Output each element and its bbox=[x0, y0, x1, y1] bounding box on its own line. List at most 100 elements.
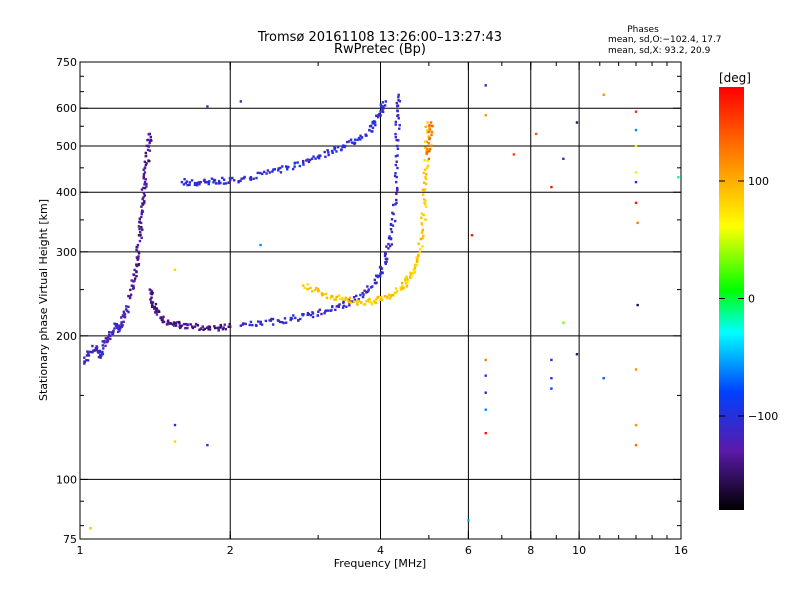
y-axis-label: Stationary phase Virtual Height [km] bbox=[37, 199, 50, 401]
trace-point bbox=[289, 316, 293, 320]
trace-point bbox=[426, 159, 430, 163]
trace-point bbox=[122, 310, 125, 313]
trace-point bbox=[107, 335, 110, 339]
trace-point bbox=[395, 201, 398, 205]
trace-point bbox=[395, 192, 398, 196]
trace-point bbox=[144, 151, 148, 155]
trace-point bbox=[303, 286, 306, 289]
trace-point bbox=[422, 171, 425, 175]
trace-point bbox=[421, 188, 425, 192]
trace-point bbox=[232, 179, 236, 182]
trace-point bbox=[421, 236, 424, 240]
trace-point bbox=[335, 295, 338, 299]
trace-point bbox=[422, 234, 425, 238]
trace-point bbox=[387, 237, 391, 240]
trace-point bbox=[151, 291, 154, 295]
trace-point bbox=[404, 276, 407, 280]
trace-point bbox=[370, 303, 374, 306]
trace-point bbox=[352, 296, 356, 299]
trace-point bbox=[136, 256, 139, 259]
trace-point bbox=[110, 331, 114, 334]
trace-point bbox=[424, 146, 427, 149]
trace-point bbox=[427, 130, 430, 134]
isolated-point bbox=[575, 121, 579, 124]
trace-point bbox=[341, 296, 344, 300]
trace-point bbox=[329, 309, 332, 312]
chart-subtitle: RwPretec (Bp) bbox=[334, 42, 426, 57]
trace-point bbox=[307, 287, 310, 291]
trace-point bbox=[380, 107, 384, 110]
trace-point bbox=[208, 180, 211, 183]
trace-point bbox=[424, 177, 428, 181]
trace-point bbox=[397, 99, 400, 102]
trace-point bbox=[279, 171, 283, 174]
trace-point bbox=[148, 141, 151, 145]
trace-point bbox=[119, 327, 122, 330]
data-point bbox=[229, 325, 232, 328]
trace-point bbox=[338, 303, 341, 306]
trace-point bbox=[323, 312, 326, 315]
trace-point bbox=[424, 199, 427, 202]
trace-point bbox=[116, 330, 120, 334]
colorbar-label: [deg] bbox=[719, 71, 751, 85]
trace-point bbox=[425, 167, 429, 170]
data-point bbox=[294, 316, 297, 320]
trace-point bbox=[149, 135, 152, 139]
y-tick-label: 75 bbox=[63, 533, 77, 546]
data-point bbox=[330, 149, 334, 153]
trace-point bbox=[104, 337, 108, 340]
trace-point bbox=[394, 163, 398, 167]
trace-point bbox=[153, 305, 156, 309]
trace-point bbox=[266, 169, 270, 172]
trace-point bbox=[353, 298, 357, 302]
trace-point bbox=[269, 319, 273, 322]
trace-point bbox=[141, 197, 144, 201]
trace-point bbox=[231, 176, 234, 180]
trace-point bbox=[394, 172, 397, 175]
data-point bbox=[316, 155, 320, 158]
data-point bbox=[259, 322, 262, 325]
trace-point bbox=[240, 177, 243, 180]
data-point bbox=[118, 329, 121, 332]
trace-point bbox=[86, 359, 90, 362]
trace-point bbox=[316, 314, 319, 317]
isolated-point bbox=[173, 268, 177, 272]
trace-point bbox=[428, 149, 431, 153]
trace-point bbox=[306, 313, 309, 317]
data-point bbox=[166, 320, 170, 323]
data-point bbox=[362, 293, 365, 296]
trace-point bbox=[213, 179, 217, 182]
data-point bbox=[428, 136, 431, 140]
trace-point bbox=[380, 298, 384, 301]
trace-point bbox=[347, 140, 351, 143]
data-point bbox=[142, 196, 145, 199]
trace-point bbox=[394, 155, 398, 158]
trace-point bbox=[324, 292, 328, 296]
trace-point bbox=[379, 265, 382, 269]
trace-point bbox=[335, 305, 338, 308]
trace-point bbox=[343, 145, 346, 149]
trace-point bbox=[172, 321, 176, 324]
data-point bbox=[193, 325, 197, 328]
trace-point bbox=[395, 186, 399, 190]
trace-point bbox=[281, 320, 284, 324]
trace-point bbox=[228, 322, 231, 326]
trace-point bbox=[113, 327, 116, 330]
trace-point bbox=[203, 327, 207, 331]
trace-point bbox=[104, 344, 107, 348]
trace-point bbox=[333, 146, 336, 149]
gridlines bbox=[80, 62, 681, 539]
isolated-point bbox=[634, 144, 638, 148]
trace-point bbox=[91, 344, 94, 348]
trace-point bbox=[207, 328, 210, 331]
trace-point bbox=[143, 160, 147, 163]
isolated-point bbox=[484, 408, 487, 411]
trace-point bbox=[291, 167, 295, 171]
trace-point bbox=[272, 168, 275, 171]
trace-point bbox=[132, 284, 135, 288]
trace-point bbox=[106, 337, 109, 341]
y-tick-label: 750 bbox=[56, 56, 77, 69]
trace-point bbox=[144, 154, 147, 158]
trace-point bbox=[277, 169, 280, 172]
isolated-point bbox=[206, 105, 209, 108]
